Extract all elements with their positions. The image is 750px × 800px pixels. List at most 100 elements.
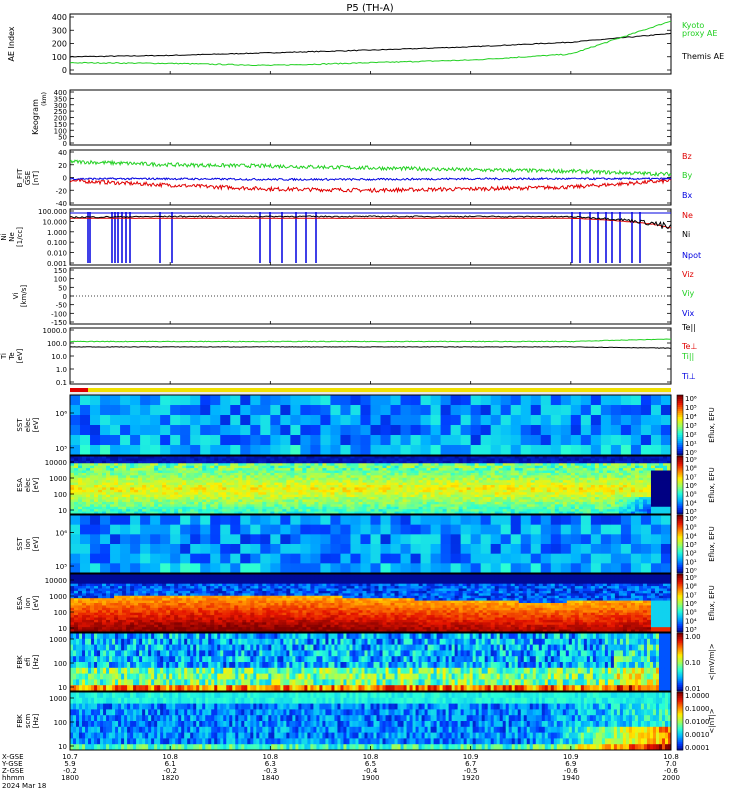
spec-cell <box>618 456 624 459</box>
spec-cell <box>540 425 552 436</box>
spec-cell <box>262 470 267 474</box>
spec-cell <box>510 506 516 510</box>
spec-cell <box>246 463 251 467</box>
spec-cell <box>382 475 387 479</box>
spec-cell <box>226 511 231 515</box>
spec-cell <box>554 458 560 462</box>
spec-cell <box>122 603 127 606</box>
spec-cell <box>310 489 315 493</box>
spec-cell <box>538 511 544 515</box>
spec-cell <box>362 499 367 503</box>
spec-cell <box>118 586 123 589</box>
spec-cell <box>230 395 241 406</box>
spec-cell <box>294 489 299 493</box>
colorbar-step <box>677 467 683 470</box>
spec-cell <box>260 445 271 456</box>
spec-cell <box>206 482 211 486</box>
spec-cell <box>442 501 448 505</box>
spec-cell <box>418 460 423 464</box>
spec-cell <box>206 460 211 464</box>
spec-cell <box>654 477 660 481</box>
spec-cell <box>190 553 201 564</box>
spec-cell <box>398 492 403 496</box>
spec-cell <box>182 475 187 479</box>
spec-cell <box>518 482 524 486</box>
spec-cell <box>250 509 255 512</box>
spec-cell <box>294 485 299 488</box>
spec-cell <box>114 586 119 589</box>
spec-cell <box>222 499 227 503</box>
spec-cell <box>234 485 239 488</box>
spec-cell <box>122 504 127 508</box>
spec-cell <box>482 465 488 469</box>
spec-cell <box>146 511 151 515</box>
spec-cell <box>470 487 476 491</box>
spec-cell <box>502 506 508 510</box>
spec-cell <box>246 485 251 488</box>
spec-cell <box>86 617 91 621</box>
spec-cell <box>358 489 363 493</box>
spec-cell <box>120 544 131 555</box>
spec-cell <box>130 504 135 508</box>
spec-cell <box>438 485 444 488</box>
spec-cell <box>214 463 219 467</box>
spec-cell <box>106 612 111 616</box>
spec-cell <box>122 622 127 626</box>
spec-cell <box>426 460 431 464</box>
spec-cell <box>78 617 83 621</box>
spec-cell <box>642 494 648 498</box>
spec-cell <box>610 477 616 481</box>
spec-cell <box>86 595 91 599</box>
spec-cell <box>486 477 492 481</box>
spec-cell <box>622 494 628 498</box>
spec-cell <box>366 460 371 464</box>
spec-cell <box>286 499 291 503</box>
spec-cell <box>90 504 95 508</box>
spec-cell <box>410 492 415 496</box>
spec-cell <box>118 598 123 601</box>
spec-cell <box>382 465 387 469</box>
spec-cell <box>194 504 199 508</box>
spec-cell <box>590 499 596 503</box>
spec-cell <box>610 499 616 503</box>
spec-cell <box>606 480 612 483</box>
spec-cell <box>662 456 668 459</box>
spec-cell <box>630 511 636 515</box>
spec-cell <box>546 456 552 459</box>
spec-cell <box>94 485 99 488</box>
legend-kyoto: Kyoto <box>682 21 704 30</box>
spec-cell <box>502 509 508 512</box>
spec-cell <box>130 524 141 535</box>
spec-cell <box>520 534 532 545</box>
spec-cell <box>170 485 175 488</box>
spec-cell <box>498 509 504 512</box>
spec-cell <box>450 524 462 535</box>
spec-cell <box>82 494 87 498</box>
spec-cell <box>540 515 552 526</box>
spec-cell <box>422 472 427 476</box>
spec-cell <box>302 504 307 508</box>
spec-cell <box>98 590 103 594</box>
spec-cell <box>310 501 315 505</box>
spec-cell <box>438 475 444 479</box>
spec-cell <box>594 470 600 474</box>
spec-cell <box>158 494 163 498</box>
spec-cell <box>358 497 363 500</box>
spec-cell <box>406 494 411 498</box>
spec-cell <box>362 504 367 508</box>
spec-cell <box>302 463 307 467</box>
spec-cell <box>126 470 131 474</box>
spec-cell <box>570 458 576 462</box>
y-tick-label: 100 <box>52 53 67 62</box>
spec-cell <box>554 499 560 503</box>
spec-cell <box>220 515 231 526</box>
spec-cell <box>74 588 79 592</box>
spec-cell <box>242 506 247 510</box>
spec-cell <box>526 475 532 479</box>
spec-cell <box>360 425 371 436</box>
spec-cell <box>122 595 127 599</box>
spec-cell <box>214 475 219 479</box>
spec-cell <box>240 544 251 555</box>
spectrogram-esa_e: ESA elec [eV]1000010001001010⁹10⁸10⁷10⁶10⁵… <box>16 455 716 516</box>
spec-cell <box>74 581 79 585</box>
